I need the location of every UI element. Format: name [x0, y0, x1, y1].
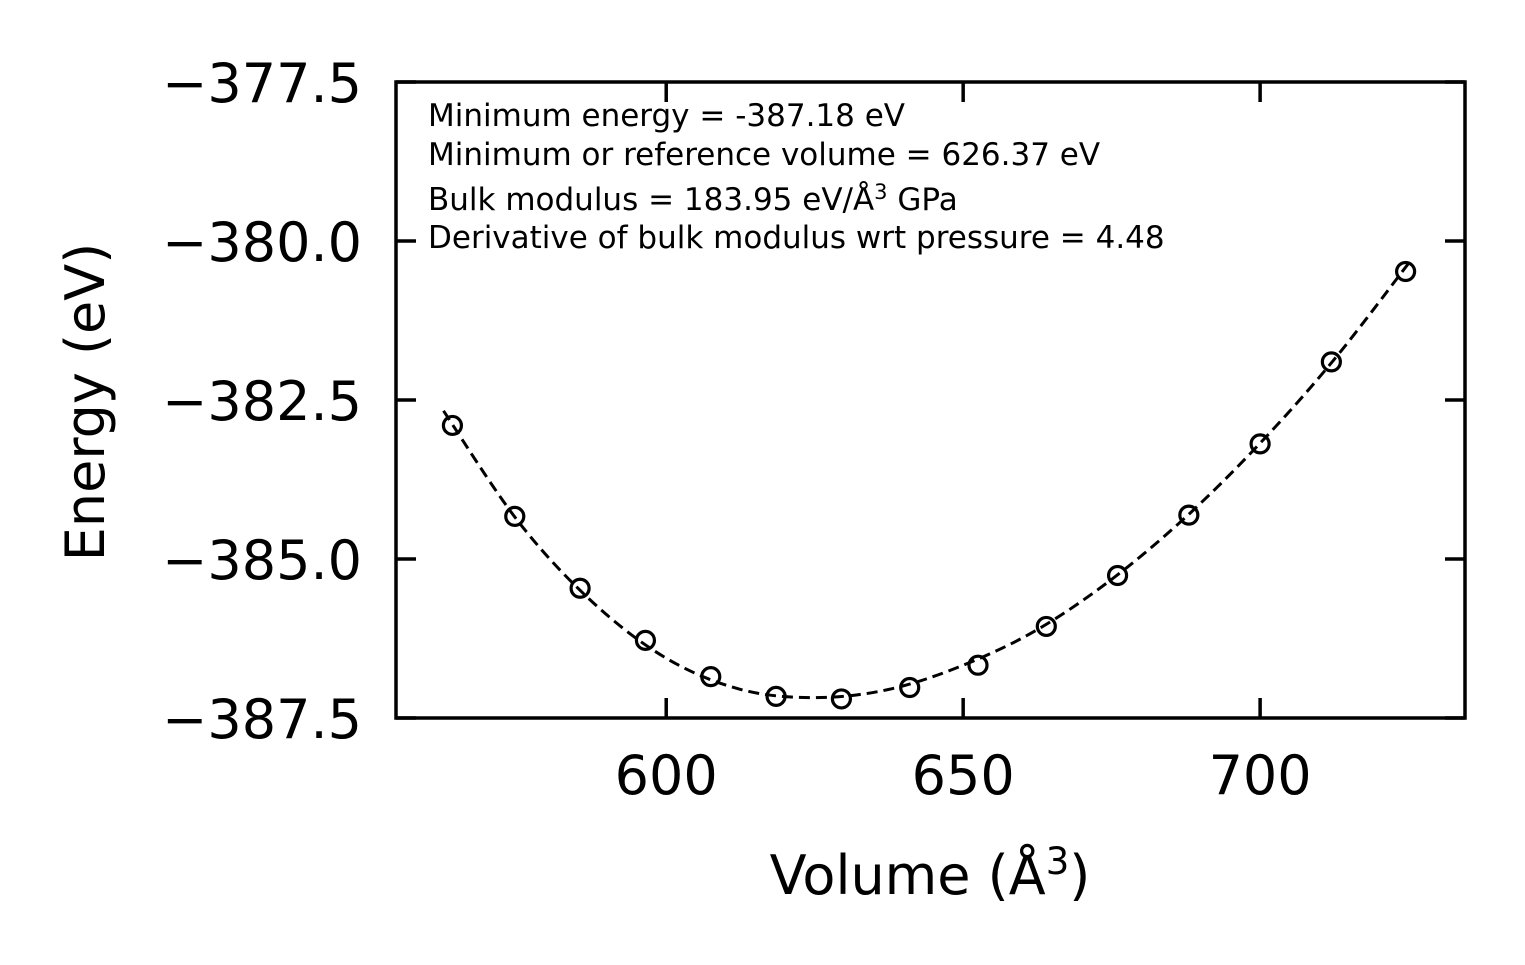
data-point: [967, 654, 989, 676]
x-axis-label-main: Volume (Å: [770, 843, 1046, 907]
annotation-reference-volume: Minimum or reference volume = 626.37 eV: [428, 137, 1100, 173]
y-tick-label: −385.0: [162, 529, 362, 592]
plot-frame: [394, 80, 1467, 720]
x-tick-label: 650: [912, 744, 1015, 807]
data-point: [1320, 351, 1342, 373]
fit-curve: [442, 262, 1410, 700]
data-point: [700, 666, 722, 688]
data-point: [1035, 615, 1057, 638]
data-point: [504, 505, 526, 527]
ticks-layer: 600 650 700 −377.5 −380.0 −382.5 −385.0 −387.5: [162, 52, 1465, 807]
data-point: [634, 629, 657, 652]
annotation-bulk-derivative: Derivative of bulk modulus wrt pressure …: [428, 220, 1165, 256]
data-point: [899, 676, 921, 699]
y-tick-label: −377.5: [162, 52, 362, 115]
x-tick-label: 600: [615, 744, 718, 807]
x-axis-label: Volume (Å3): [770, 840, 1091, 907]
data-point: [569, 577, 591, 599]
data-point: [765, 685, 787, 707]
data-points-layer: [441, 260, 1417, 710]
y-axis-label: Energy (eV): [54, 243, 117, 562]
y-tick-label: −382.5: [162, 370, 362, 433]
data-point: [1249, 433, 1271, 455]
annotation-minimum-energy: Minimum energy = -387.18 eV: [428, 98, 905, 134]
annotation-bulk-modulus-sup: 3: [874, 180, 887, 204]
y-tick-label: −387.5: [162, 688, 362, 751]
data-point: [441, 414, 464, 437]
annotation-bulk-modulus: Bulk modulus = 183.95 eV/Å3 GPa: [428, 180, 958, 218]
data-point: [1395, 260, 1417, 283]
data-point: [830, 688, 853, 710]
data-point: [1106, 564, 1129, 587]
x-tick-label: 700: [1209, 744, 1312, 807]
data-point: [1178, 504, 1200, 526]
fit-curve-layer: [442, 262, 1410, 700]
x-axis-label-sup: 3: [1046, 840, 1070, 883]
annotation-bulk-modulus-unit: GPa: [888, 182, 958, 218]
y-tick-label: −380.0: [162, 211, 362, 274]
annotation-bulk-modulus-main: Bulk modulus = 183.95 eV/Å: [428, 182, 874, 218]
x-axis-label-end: ): [1069, 844, 1090, 907]
annotation-box: Minimum energy = -387.18 eV Minimum or r…: [428, 98, 1165, 256]
